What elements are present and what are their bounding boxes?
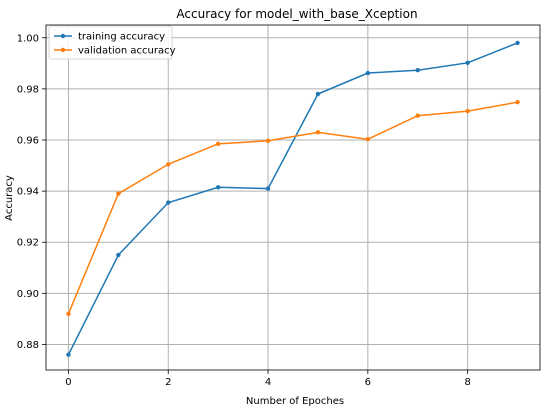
data-point [415, 68, 420, 73]
legend-marker-1 [60, 47, 66, 53]
data-point [166, 200, 171, 205]
data-point [265, 186, 271, 191]
x-tick-label: 6 [365, 377, 371, 388]
data-point [365, 137, 371, 142]
chart-title: Accuracy for model_with_base_Xception [176, 7, 417, 21]
x-tick-label: 8 [464, 377, 470, 388]
data-point [265, 138, 271, 143]
series-line-0 [67, 42, 518, 356]
legend: training accuracy validation accuracy [48, 25, 176, 60]
y-tick-label: 0.88 [17, 340, 39, 351]
data-point [116, 252, 121, 258]
data-point [465, 60, 470, 66]
data-point [465, 108, 470, 114]
y-tick-label: 0.96 [17, 136, 39, 147]
y-tick-label: 1.00 [17, 33, 39, 44]
x-axis-label: Number of Epoches [246, 396, 344, 407]
legend-label-1: validation accuracy [78, 46, 176, 57]
x-tick-label: 2 [165, 377, 171, 388]
data-point [215, 141, 221, 147]
legend-label-0: training accuracy [78, 32, 165, 43]
y-axis-label: Accuracy [4, 175, 15, 221]
data-point [215, 185, 221, 190]
data-point [66, 311, 71, 316]
series-line-1 [67, 101, 518, 315]
data-point [315, 91, 321, 97]
axis-ticks: 0 2 4 6 8 0.88 0.90 0.92 0.94 0.96 0.98 1.00 [17, 33, 471, 388]
series-layer [66, 40, 520, 357]
grid [46, 25, 540, 370]
y-tick-label: 0.94 [17, 187, 39, 198]
data-point [166, 162, 171, 167]
data-point [66, 352, 71, 357]
data-point [315, 130, 321, 135]
plot-frame [45, 24, 541, 371]
x-tick-label: 0 [65, 377, 71, 388]
y-tick-label: 0.90 [17, 289, 39, 300]
legend-marker-0 [60, 33, 66, 39]
x-tick-label: 4 [265, 377, 271, 388]
data-point [515, 99, 520, 105]
data-point [365, 70, 371, 76]
data-point [116, 191, 121, 196]
y-tick-label: 0.98 [17, 84, 39, 95]
y-tick-label: 0.92 [17, 238, 39, 249]
legend-box [48, 25, 173, 60]
data-point [415, 113, 420, 118]
data-point [515, 40, 520, 46]
